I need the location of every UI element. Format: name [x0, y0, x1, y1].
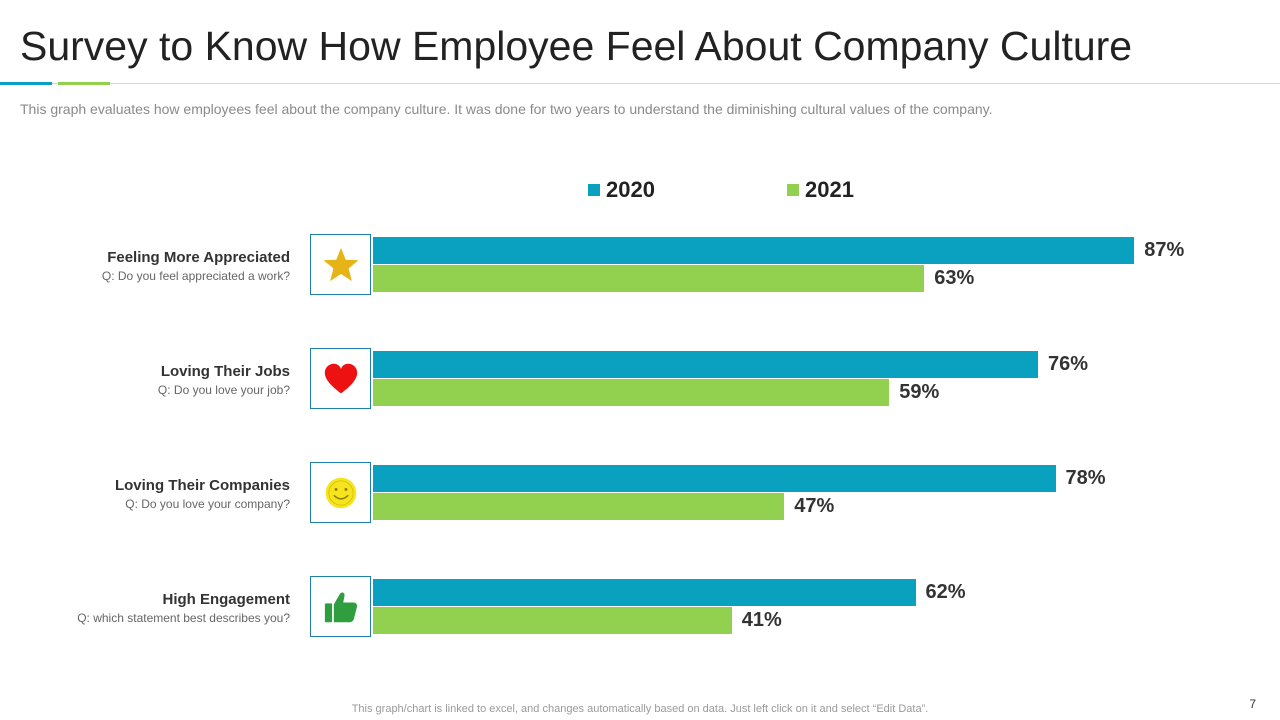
bar-2020-0 [373, 237, 1135, 264]
bar-label-2020-2: 78% [1065, 467, 1106, 489]
star-icon [322, 246, 360, 284]
bar-label-2021-1: 59% [899, 381, 940, 403]
page-number: 7 [1249, 697, 1256, 711]
category-question: Q: which statement best describes you? [77, 611, 290, 625]
page-title: Survey to Know How Employee Feel About C… [20, 23, 1133, 69]
heart-icon [323, 362, 359, 396]
category-question: Q: Do you feel appreciated a work? [101, 269, 290, 283]
thumbs-up-icon [323, 590, 359, 624]
category-question: Q: Do you love your job? [157, 383, 290, 397]
category-title: Loving Their Jobs [160, 363, 290, 380]
bar-2021-3 [373, 607, 732, 634]
accent-bar-green [58, 82, 110, 85]
category-title: Loving Their Companies [114, 477, 290, 494]
category-icon-box [310, 576, 371, 637]
bar-label-2021-2: 47% [794, 495, 835, 517]
category-question: Q: Do you love your company? [125, 497, 290, 511]
bar-label-2020-0: 87% [1144, 239, 1185, 261]
bar-2021-1 [373, 379, 890, 406]
bar-2020-1 [373, 351, 1038, 378]
bar-label-2021-3: 41% [741, 609, 782, 631]
category-title: High Engagement [162, 591, 290, 608]
chart-legend: 2020 2021 [0, 175, 1280, 205]
legend-label-2021: 2021 [805, 177, 854, 202]
bar-label-2020-3: 62% [925, 581, 966, 603]
bar-2021-0 [373, 265, 925, 292]
bar-label-2021-0: 63% [934, 267, 975, 289]
title-divider [0, 83, 1280, 84]
category-icon-box [310, 462, 371, 523]
page-subtitle: This graph evaluates how employees feel … [20, 101, 993, 117]
legend-swatch-2020 [588, 184, 600, 196]
accent-bar-blue [0, 82, 52, 85]
bar-2021-2 [373, 493, 785, 520]
category-icon-box [310, 234, 371, 295]
footnote: This graph/chart is linked to excel, and… [351, 703, 929, 715]
legend-item-2020: 2020 [588, 175, 655, 205]
legend-item-2021: 2021 [787, 175, 854, 205]
bar-label-2020-1: 76% [1048, 353, 1089, 375]
category-title: Feeling More Appreciated [107, 249, 290, 266]
category-icon-box [310, 348, 371, 409]
smiley-icon [323, 475, 359, 511]
bar-2020-3 [373, 579, 916, 606]
legend-label-2020: 2020 [606, 177, 655, 202]
bar-2020-2 [373, 465, 1056, 492]
legend-swatch-2021 [787, 184, 799, 196]
